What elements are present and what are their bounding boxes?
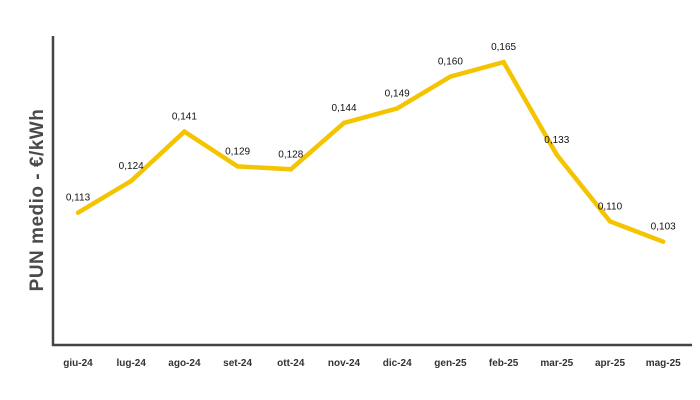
data-label: 0,103 bbox=[651, 222, 676, 233]
x-tick-label: giu-24 bbox=[63, 358, 93, 369]
data-point bbox=[554, 152, 559, 157]
data-label: 0,129 bbox=[225, 146, 250, 157]
series-line bbox=[76, 59, 665, 244]
x-tick-label: gen-25 bbox=[434, 358, 467, 369]
data-labels: 0,113 0,124 0,141 0,129 0,128 0,144 0,149 0,160… bbox=[66, 42, 676, 233]
data-label: 0,141 bbox=[172, 112, 197, 123]
data-label: 0,110 bbox=[598, 201, 623, 212]
x-tick-label: ago-24 bbox=[168, 358, 201, 369]
data-point bbox=[235, 164, 240, 169]
data-point bbox=[341, 120, 347, 126]
x-tick-labels: giu-24 lug-24 ago-24 set-24 ott-24 nov-24 dic-… bbox=[63, 358, 681, 369]
data-label: 0,124 bbox=[119, 161, 144, 172]
x-tick-label: lug-24 bbox=[116, 358, 146, 369]
data-point bbox=[182, 129, 187, 134]
x-tick-label: feb-25 bbox=[489, 358, 519, 369]
data-point bbox=[75, 210, 81, 215]
x-tick-label: apr-25 bbox=[595, 358, 625, 369]
x-tick-label: set-24 bbox=[223, 358, 252, 369]
y-axis-label: PUN medio - €/kWh bbox=[27, 109, 48, 292]
data-label: 0,133 bbox=[544, 135, 569, 146]
data-label: 0,144 bbox=[331, 103, 356, 114]
x-tick-label: mag-25 bbox=[646, 358, 681, 369]
data-label: 0,128 bbox=[278, 149, 303, 160]
data-label: 0,165 bbox=[491, 42, 516, 53]
data-point bbox=[448, 74, 453, 79]
x-tick-label: mar-25 bbox=[540, 358, 573, 369]
data-label: 0,113 bbox=[66, 193, 91, 204]
x-tick-label: ott-24 bbox=[277, 358, 305, 369]
data-point bbox=[661, 239, 666, 244]
data-point bbox=[129, 178, 134, 184]
data-point bbox=[607, 219, 613, 224]
x-tick-label: nov-24 bbox=[328, 358, 361, 369]
data-point bbox=[501, 59, 506, 65]
data-point bbox=[288, 167, 293, 172]
data-point bbox=[395, 106, 400, 111]
data-label: 0,149 bbox=[385, 88, 410, 99]
data-label: 0,160 bbox=[438, 57, 463, 68]
x-tick-label: dic-24 bbox=[383, 358, 412, 369]
